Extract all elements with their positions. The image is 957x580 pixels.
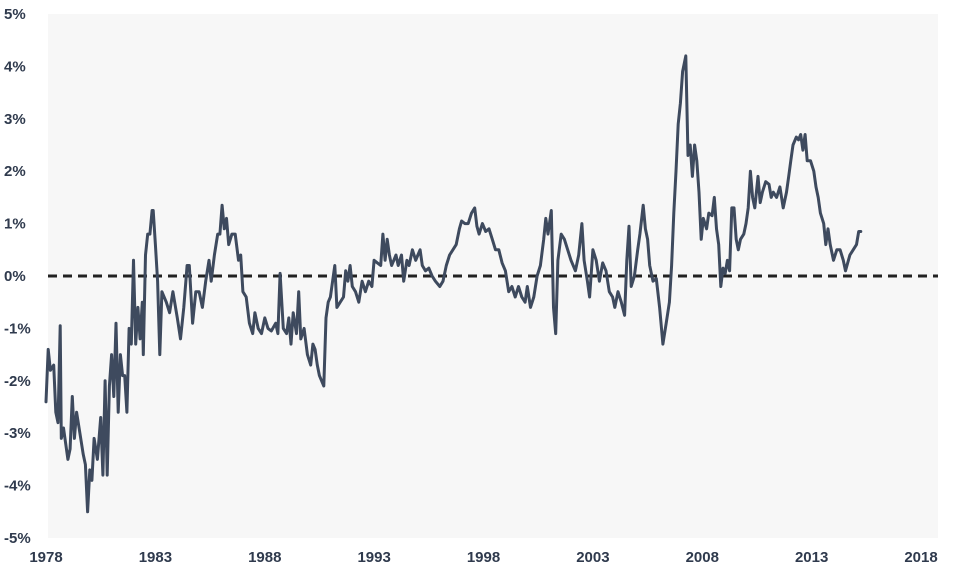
y-tick-label: -4%: [4, 478, 31, 495]
x-tick-label: 2008: [686, 549, 719, 566]
x-tick-label: 1978: [29, 549, 62, 566]
y-tick-label: 0%: [4, 268, 26, 285]
series-line: [44, 54, 863, 514]
y-tick-label: 1%: [4, 216, 26, 233]
y-tick-label: -3%: [4, 425, 31, 442]
y-tick-label: 2%: [4, 163, 26, 180]
y-tick-label: 3%: [4, 111, 26, 128]
y-axis-tick-labels: 5% 4% 3% 2% 1% 0% -1% -2% -3% -4% -5%: [4, 6, 31, 547]
x-tick-label: 2013: [795, 549, 828, 566]
y-tick-label: -2%: [4, 373, 31, 390]
y-tick-label: 4%: [4, 58, 26, 75]
x-tick-label: 1993: [357, 549, 390, 566]
y-tick-label: -1%: [4, 320, 31, 337]
x-tick-label: 2003: [576, 549, 609, 566]
x-tick-label: 1988: [248, 549, 281, 566]
y-tick-label: 5%: [4, 6, 26, 23]
x-tick-label: 1983: [139, 549, 172, 566]
x-tick-label: 1998: [467, 549, 500, 566]
x-tick-label: 2018: [904, 549, 937, 566]
y-tick-label: -5%: [4, 530, 31, 547]
x-axis-tick-labels: 1978 1983 1988 1993 1998 2003 2008 2013 2018: [29, 549, 937, 566]
